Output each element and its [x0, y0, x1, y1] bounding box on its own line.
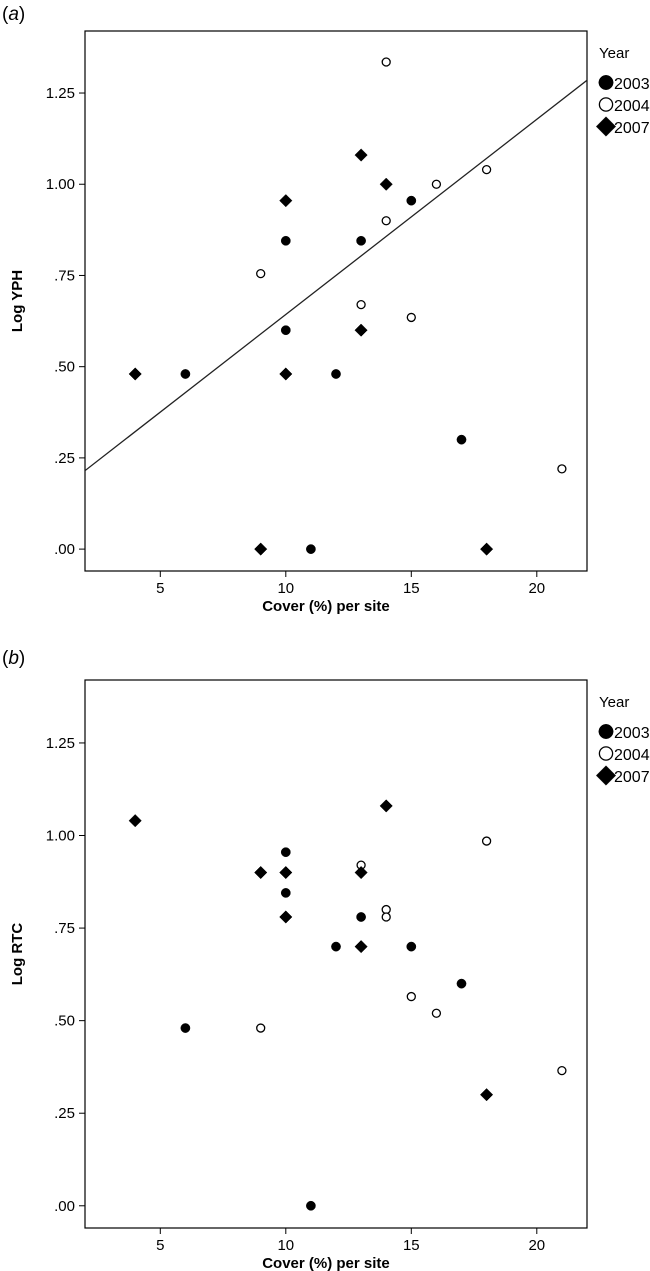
legend-title: Year: [599, 694, 629, 711]
y-axis-label: Log RTC: [9, 923, 26, 986]
data-point: [331, 369, 341, 379]
data-point: [481, 164, 492, 175]
data-point: [331, 941, 341, 952]
series-2003: [180, 847, 467, 1211]
data-point: [381, 57, 391, 67]
data-point: [279, 865, 293, 880]
data-point: [279, 367, 293, 381]
legend-marker: [595, 116, 617, 137]
data-point: [356, 299, 366, 310]
legend-marker: [598, 746, 614, 761]
y-tick-label: 1.00: [46, 828, 75, 845]
data-point: [280, 325, 291, 336]
data-point: [256, 1023, 266, 1033]
series-2003: [180, 195, 467, 554]
data-point: [381, 912, 391, 922]
data-point: [406, 941, 417, 952]
data-point: [279, 194, 293, 208]
y-tick-label: .25: [54, 450, 75, 467]
legend-label: 2004: [614, 98, 650, 115]
series-2004: [256, 836, 567, 1076]
panel-label: (a): [2, 4, 25, 25]
y-tick-label: 1.25: [46, 735, 75, 752]
data-point: [306, 1200, 316, 1211]
data-point: [557, 1065, 567, 1076]
data-point: [456, 978, 467, 989]
legend-label: 2003: [614, 725, 650, 742]
legend-label: 2003: [614, 76, 650, 93]
data-point: [354, 940, 368, 954]
plot-frame: [84, 30, 588, 572]
legend-marker: [598, 724, 614, 739]
data-point: [280, 847, 291, 858]
data-point: [356, 912, 366, 922]
data-point: [254, 865, 268, 880]
fit-line: [85, 79, 587, 472]
y-tick-label: 1.25: [46, 85, 75, 102]
x-tick-label: 10: [277, 1237, 294, 1254]
data-point: [379, 177, 393, 191]
legend-title: Year: [599, 45, 629, 62]
x-tick-label: 15: [403, 580, 420, 597]
x-axis-label: Cover (%) per site: [262, 598, 390, 615]
data-point: [354, 865, 368, 880]
y-tick-label: .00: [54, 1198, 75, 1215]
data-point: [557, 464, 567, 474]
series-2004: [256, 57, 567, 474]
legend-label: 2004: [614, 747, 650, 764]
data-point: [256, 268, 266, 279]
data-point: [128, 367, 142, 381]
data-point: [406, 312, 416, 323]
data-point: [128, 814, 142, 828]
y-tick-label: .75: [54, 267, 75, 284]
y-axis-label: Log YPH: [9, 270, 26, 332]
data-point: [480, 542, 494, 556]
data-point: [480, 1088, 494, 1102]
data-point: [354, 323, 368, 337]
data-point: [406, 195, 417, 206]
data-point: [279, 910, 293, 924]
data-point: [379, 799, 393, 813]
data-point: [481, 836, 492, 846]
data-point: [280, 888, 291, 898]
y-tick-label: .50: [54, 359, 75, 376]
data-point: [456, 434, 467, 445]
data-point: [180, 369, 191, 379]
legend-label: 2007: [614, 120, 650, 137]
x-tick-label: 20: [528, 1237, 545, 1254]
data-point: [356, 235, 366, 246]
series-2007: [128, 799, 494, 1102]
panel-label: (b): [2, 648, 25, 669]
legend-marker: [598, 97, 614, 112]
x-axis-label: Cover (%) per site: [262, 1255, 390, 1271]
data-point: [354, 148, 368, 162]
legend-marker: [598, 75, 614, 90]
x-tick-label: 20: [528, 580, 545, 597]
x-tick-label: 5: [156, 1237, 164, 1254]
x-tick-label: 5: [156, 580, 164, 597]
data-point: [306, 544, 316, 554]
panel-b: (b) .00 .25 .50 .75 1.00 1.25 5 10 15 20 Cover (%) …: [2, 648, 650, 1271]
data-point: [406, 991, 416, 1002]
x-tick-label: 10: [277, 580, 294, 597]
data-point: [381, 216, 391, 226]
y-tick-label: .75: [54, 920, 75, 937]
x-tick-label: 15: [403, 1237, 420, 1254]
y-tick-label: 1.00: [46, 176, 75, 193]
data-point: [431, 179, 442, 189]
legend-marker: [595, 765, 617, 786]
data-point: [254, 542, 268, 556]
legend-label: 2007: [614, 769, 650, 786]
y-tick-label: .50: [54, 1013, 75, 1030]
data-point: [280, 235, 291, 246]
data-point: [180, 1023, 191, 1033]
series-2007: [128, 148, 494, 556]
y-tick-label: .25: [54, 1105, 75, 1122]
plot-frame: [84, 679, 588, 1229]
y-tick-label: .00: [54, 541, 75, 558]
panel-a: (a) .00 .25 .50 .75 1.00 1.25 5 10 15 20 Cover (%) …: [2, 4, 650, 615]
data-point: [431, 1008, 442, 1018]
